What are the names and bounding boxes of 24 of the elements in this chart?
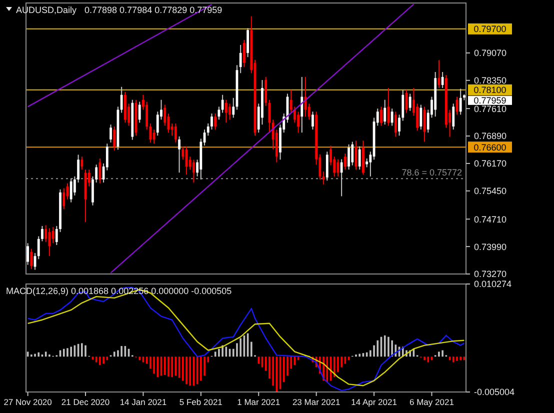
y-tick-label: 0.74710 bbox=[474, 214, 507, 224]
x-tick-label: 6 May 2021 bbox=[410, 397, 454, 407]
text: 0.77959 bbox=[474, 96, 506, 106]
x-tick-label: 5 Feb 2021 bbox=[179, 397, 223, 407]
y-tick-label: 0.75450 bbox=[474, 186, 507, 196]
ref-line-label: 0.78100 bbox=[474, 85, 506, 96]
y-tick-label: 0.73270 bbox=[474, 269, 507, 280]
y-tick-label: 0.79070 bbox=[474, 48, 507, 58]
x-tick-label: 14 Apr 2021 bbox=[351, 397, 398, 407]
x-tick-label: 23 Mar 2021 bbox=[292, 397, 340, 407]
x-tick-label: 1 Mar 2021 bbox=[237, 397, 280, 407]
ref-line-label: 0.76600 bbox=[474, 142, 506, 152]
y-tick-label: -0.005004 bbox=[474, 387, 515, 398]
y-tick-label: 0.78350 bbox=[474, 76, 507, 86]
x-tick-label: 21 Dec 2020 bbox=[61, 397, 110, 407]
ref-line-label: 0.79700 bbox=[474, 24, 506, 34]
x-tick-label: 14 Jan 2021 bbox=[120, 397, 167, 407]
y-tick-label: 0.73990 bbox=[474, 242, 507, 252]
y-tick-label: 0.76890 bbox=[474, 131, 507, 142]
ref-line-label: 78.6 = 0.75772 bbox=[402, 168, 462, 178]
y-tick-label: 0.77610 bbox=[474, 104, 507, 114]
x-tick-label: 27 Nov 2020 bbox=[4, 397, 52, 407]
y-tick-label: 0.010274 bbox=[474, 279, 512, 290]
y-tick-label: 0.76170 bbox=[474, 158, 507, 169]
